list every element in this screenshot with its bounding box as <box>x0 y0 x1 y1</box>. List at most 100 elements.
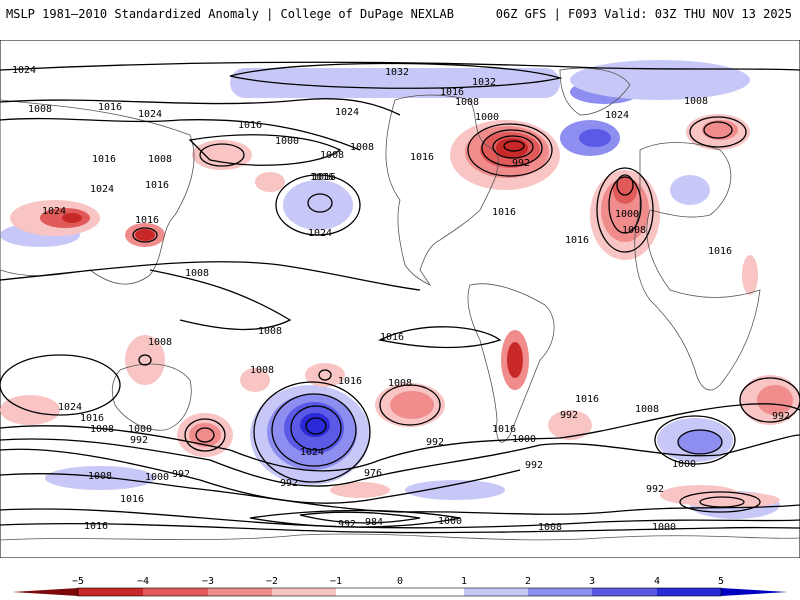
colorbar-tick-neg3: −3 <box>202 576 214 587</box>
isobar-label: 1024 <box>90 184 114 195</box>
low-near-new-zealand <box>184 418 226 452</box>
isobar-label: 992 <box>560 410 578 421</box>
isobar-label: 1016 <box>410 152 434 163</box>
australia-coast <box>111 363 192 431</box>
isobar-label: 1000 <box>652 522 676 533</box>
isobar-label: 1008 <box>622 225 646 236</box>
isobar-1024-north <box>0 61 800 71</box>
isobar-label: 1008 <box>88 471 112 482</box>
colorbar-arrow-right <box>721 588 788 596</box>
colorbar-outline <box>77 587 722 597</box>
isobar-label: 1008 <box>148 337 172 348</box>
low-south-atlantic <box>654 415 736 465</box>
isobar-1016-south-pacific <box>378 326 502 349</box>
isobar-label: 1008 <box>28 104 52 115</box>
isobar-label: 1000 <box>672 459 696 470</box>
isobar-label: 1000 <box>438 516 462 527</box>
isobar-label: 992 <box>512 158 530 169</box>
low-north-atlantic-2 <box>481 129 543 167</box>
colorbar-swatch-pos1 <box>464 588 528 596</box>
low-near-new-zealand-inner <box>195 427 215 443</box>
isobar-label: 1008 <box>388 378 412 389</box>
isobar-label: 1024 <box>605 110 629 121</box>
isobar-label: 1016 <box>492 424 516 435</box>
isobar-label: 1016 <box>708 246 732 257</box>
low-north-atlantic-1 <box>467 123 553 177</box>
negative-anomalies <box>0 114 800 508</box>
isobar-label: 1032 <box>385 67 409 78</box>
low-scandinavia <box>689 116 747 148</box>
isobar-label: 1008 <box>90 424 114 435</box>
isobar-label: 1024 <box>138 109 162 120</box>
colorbar-arrow-left <box>12 588 78 596</box>
header: MSLP 1981–2010 Standardized Anomaly | Co… <box>0 0 800 40</box>
colorbar-swatch-zero-neg <box>336 588 400 596</box>
colorbar-tick-pos1: 1 <box>461 576 467 587</box>
isobar-label: 992 <box>172 469 190 480</box>
isobar-labels: 1024 1032 1032 1016 1008 1024 1008 1016 … <box>12 65 790 533</box>
colorbar-tick-pos5: 5 <box>718 576 724 587</box>
high-south-pacific-inner <box>290 405 342 451</box>
isobar-label: 1016 <box>440 87 464 98</box>
isobar-1016-tropics-north <box>0 261 421 291</box>
isobar-label: 1000 <box>615 209 639 220</box>
isobar-label: 1024 <box>42 206 66 217</box>
colorbar-swatch-pos4 <box>657 588 721 596</box>
isobar-contours <box>0 61 800 534</box>
low-south-indian <box>739 377 800 423</box>
low-south-pacific-small <box>318 369 332 381</box>
low-scandinavia-inner <box>703 121 733 139</box>
colorbar-tick-neg2: −2 <box>266 576 278 587</box>
colorbar-tick-zero: 0 <box>397 576 403 587</box>
isobar-label: 1024 <box>308 228 332 239</box>
isobar-label: 1016 <box>338 376 362 387</box>
anomaly-colorbar: −5 −4 −3 −2 −1 0 1 2 3 4 5 <box>12 576 788 597</box>
isobar-label: 1024 <box>335 107 359 118</box>
high-indian-ocean <box>0 354 121 416</box>
low-north-atlantic-4 <box>503 140 525 152</box>
isobar-label: 1016 <box>80 413 104 424</box>
isobar-label: 1008 <box>250 365 274 376</box>
low-east-asia <box>132 227 158 243</box>
isobar-label: 1024 <box>300 447 324 458</box>
isobar-label: 1000 <box>475 112 499 123</box>
colorbar-tick-neg1: −1 <box>330 576 342 587</box>
colorbar-tick-labels: −5 −4 −3 −2 −1 0 1 2 3 4 5 <box>72 576 724 587</box>
isobar-label: 1016 <box>238 120 262 131</box>
low-tasman <box>138 354 152 366</box>
isobar-label: 1016 <box>135 215 159 226</box>
isobar-1032-north <box>229 62 563 89</box>
colorbar-swatch-pos3 <box>592 588 657 596</box>
anomaly-shading <box>0 60 800 519</box>
europe-africa-coast <box>634 142 761 391</box>
south-america-coast <box>467 283 555 443</box>
low-south-pacific-east <box>379 384 441 426</box>
isobar-label: 1016 <box>380 332 404 343</box>
isobar-label: 1016 <box>84 521 108 532</box>
low-east-atlantic-1 <box>596 167 654 253</box>
isobar-label: 992 <box>130 435 148 446</box>
north-america-coast <box>385 94 499 287</box>
map-title: MSLP 1981–2010 Standardized Anomaly | Co… <box>6 7 454 21</box>
isobar-1008-antarctic <box>0 508 800 529</box>
isobar-label: 1024 <box>58 402 82 413</box>
isobar-label: 1016 <box>492 207 516 218</box>
isobar-label: 1024 <box>12 65 36 76</box>
low-east-atlantic-3 <box>616 174 634 196</box>
colorbar-swatch-neg3 <box>143 588 208 596</box>
isobar-label: 992 <box>772 411 790 422</box>
colorbar-tick-pos3: 3 <box>589 576 595 587</box>
isobar-label: 1016 <box>575 394 599 405</box>
isobar-label: 1008 <box>350 142 374 153</box>
isobar-label: 1008 <box>684 96 708 107</box>
isobar-label: 1016 <box>310 172 334 183</box>
colorbar-swatches <box>12 587 788 597</box>
isobar-1016-global <box>0 98 401 116</box>
isobar-label: 1008 <box>635 404 659 415</box>
colorbar-tick-neg5: −5 <box>72 576 84 587</box>
colorbar-swatch-zero-pos <box>400 588 464 596</box>
isobar-1008-southern <box>0 403 800 472</box>
isobar-label: 1016 <box>98 102 122 113</box>
colorbar-tick-pos2: 2 <box>525 576 531 587</box>
low-siberia <box>199 143 245 167</box>
